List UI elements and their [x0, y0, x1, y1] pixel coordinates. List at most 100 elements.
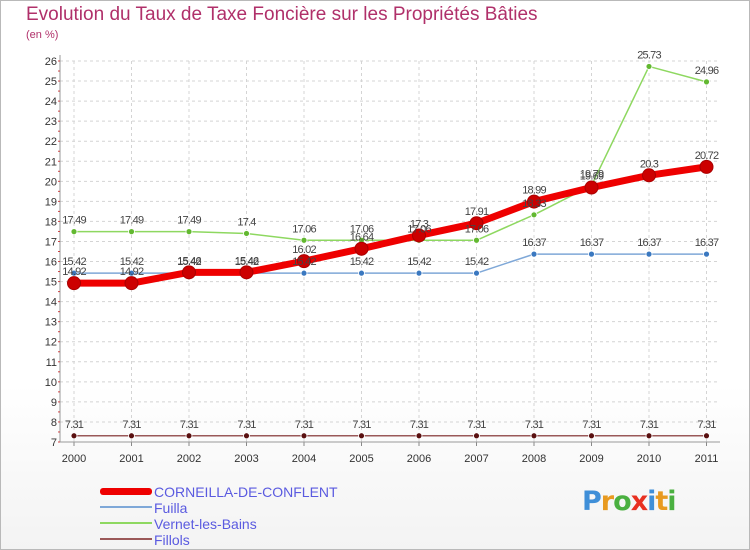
data-point [473, 432, 480, 440]
data-label: 25.73 [637, 49, 661, 61]
y-tick-label: 14 [45, 297, 57, 309]
x-tick-label: 2003 [234, 453, 258, 465]
x-tick-label: 2002 [177, 453, 201, 465]
data-label: 24.96 [695, 65, 719, 77]
x-tick-label: 2004 [292, 453, 316, 465]
data-point [412, 228, 426, 243]
data-label: 19.69 [580, 171, 604, 183]
series-line [70, 163, 710, 287]
y-tick-label: 21 [45, 156, 57, 168]
data-point [358, 432, 365, 440]
data-label: 15.42 [292, 256, 316, 268]
data-point [128, 269, 135, 277]
data-point [703, 250, 710, 258]
data-label: 15.42 [62, 256, 86, 268]
data-label: 17.06 [350, 223, 374, 235]
data-point [473, 269, 480, 277]
data-point [67, 276, 81, 291]
data-point [243, 432, 250, 440]
legend-label: Fillols [154, 532, 190, 548]
logo-letter: r [600, 486, 614, 517]
y-tick-label: 17 [45, 236, 57, 248]
data-label: 14.92 [62, 266, 86, 278]
y-tick-label: 26 [45, 56, 57, 68]
data-label: 17.06 [292, 223, 316, 235]
y-tick-label: 9 [51, 397, 57, 409]
data-point [588, 432, 595, 440]
data-label: 14.92 [120, 266, 144, 278]
data-point [645, 63, 653, 70]
data-label: 17.06 [407, 223, 431, 235]
proxiti-logo: Proxiti [582, 486, 677, 517]
y-tick-label: 15 [45, 277, 57, 289]
data-point [469, 216, 484, 231]
data-point [642, 168, 656, 183]
data-label: 7.31 [295, 419, 314, 431]
data-label: 15.46 [235, 255, 259, 267]
legend-label: Vernet-les-Bains [154, 516, 257, 532]
data-point [530, 211, 538, 219]
data-label: 7.31 [697, 419, 716, 431]
data-label: 20.3 [640, 158, 659, 170]
x-tick-label: 2006 [407, 453, 431, 465]
data-point [243, 230, 250, 237]
legend-swatch [100, 522, 152, 524]
data-point [185, 228, 193, 236]
series-fuilla [70, 250, 710, 277]
data-label: 18.99 [522, 185, 546, 197]
data-label: 16.37 [695, 237, 719, 249]
y-tick-label: 22 [45, 136, 57, 148]
data-point [300, 236, 308, 244]
data-point [703, 432, 710, 440]
data-point [530, 432, 538, 440]
data-point [473, 236, 480, 244]
data-label: 15.42 [120, 256, 144, 268]
data-label: 7.31 [525, 419, 544, 431]
legend-label: Fuilla [154, 500, 188, 516]
data-point [645, 250, 653, 258]
x-tick-label: 2007 [464, 453, 488, 465]
y-tick-label: 24 [45, 96, 57, 108]
y-tick-label: 7 [51, 437, 57, 449]
data-point [300, 269, 308, 277]
data-point [70, 269, 78, 277]
data-point [354, 241, 369, 256]
y-tick-label: 25 [45, 76, 57, 88]
data-label: 15.42 [235, 256, 259, 268]
legend-swatch [100, 488, 152, 495]
data-label: 17.49 [177, 215, 201, 227]
data-label: 16.37 [522, 237, 546, 249]
logo-letter: o [613, 486, 632, 517]
data-label: 15.42 [465, 256, 489, 268]
data-point [128, 228, 135, 236]
data-label: 17.49 [62, 215, 86, 227]
logo-letter: i [647, 486, 656, 517]
data-label: 17.91 [465, 206, 489, 218]
legend-swatch [100, 538, 152, 540]
series-line [73, 253, 708, 274]
x-tick-label: 2005 [349, 453, 373, 465]
data-label: 16.64 [350, 232, 374, 244]
data-label: 19.79 [580, 169, 604, 181]
data-label: 7.31 [410, 419, 429, 431]
data-point [415, 269, 423, 277]
series-vernet-les-bains [70, 63, 710, 244]
chart-title: Evolution du Taux de Taxe Foncière sur l… [26, 4, 538, 25]
data-point [128, 432, 135, 440]
y-tick-label: 13 [45, 317, 57, 329]
data-label: 15.42 [407, 256, 431, 268]
y-tick-label: 12 [45, 337, 57, 349]
legend-label: CORNEILLA-DE-CONFLENT [154, 484, 338, 500]
y-tick-label: 23 [45, 116, 57, 128]
data-point [584, 180, 599, 195]
data-label: 20.72 [695, 150, 719, 162]
x-tick-label: 2011 [695, 453, 719, 465]
chart-subtitle: (en %) [26, 29, 59, 41]
data-label: 7.31 [65, 419, 84, 431]
logo-letter: x [630, 486, 648, 517]
data-point [297, 254, 311, 269]
data-label: 15.42 [177, 256, 201, 268]
data-point [699, 159, 714, 174]
